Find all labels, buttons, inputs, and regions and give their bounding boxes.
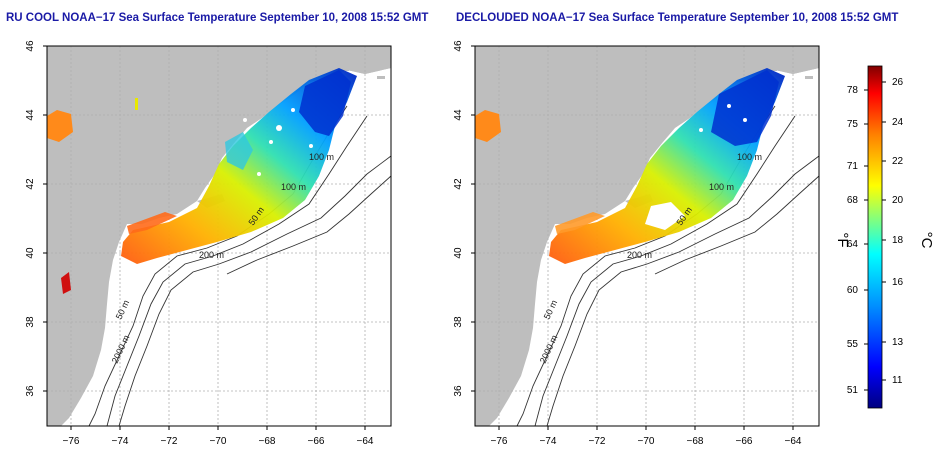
left-y-tick-label: 46 [25,40,36,52]
left-x-tick-label: −70 [210,436,227,447]
left-y-tick-label: 44 [25,109,36,121]
left-contour-label-2: 100 m [281,182,306,192]
right-x-tick-label: −74 [540,436,557,447]
left-panel-title: RU COOL NOAA−17 Sea Surface Temperature … [6,12,429,24]
colorbar: 78 75 71 68 64 60 55 51 26 24 22 20 18 16 13 11 °F °C [834,65,935,409]
colorbar-gradient [867,65,883,409]
colorbar-c-tick-label: 22 [892,156,904,167]
colorbar-c-tick-label: 16 [892,277,904,288]
colorbar-c-tick-label: 20 [892,195,904,206]
left-x-tick-label: −74 [112,436,129,447]
colorbar-f-tick-label: 64 [847,239,859,250]
right-map-panel: 100 m 100 m 50 m 200 m 50 m 2000 m [474,45,820,427]
right-contour-label-1: 100 m [737,152,762,162]
right-y-tick-label: 36 [453,385,464,397]
right-y-tick-label: 42 [453,178,464,190]
colorbar-celsius-label: °C [918,232,935,249]
colorbar-f-tick-label: 78 [847,85,859,96]
colorbar-f-tick-label: 68 [847,195,859,206]
right-panel-title: DECLOUDED NOAA−17 Sea Surface Temperatur… [456,12,899,24]
right-y-tick-label: 38 [453,316,464,328]
left-y-tick-label: 42 [25,178,36,190]
left-x-tick-label: −64 [357,436,374,447]
colorbar-f-tick-label: 75 [847,119,859,130]
right-y-tick-label: 44 [453,109,464,121]
left-contour-label-4: 200 m [199,250,224,260]
left-axes: −76 −74 −72 −70 −68 −66 −64 46 44 42 40 38 36 [25,40,374,447]
left-map-frame [46,45,392,427]
left-y-tick-label: 40 [25,247,36,259]
right-map-frame [474,45,820,427]
colorbar-c-tick-label: 24 [892,117,904,128]
right-x-tick-label: −72 [589,436,606,447]
left-x-tick-label: −72 [161,436,178,447]
right-y-tick-label: 46 [453,40,464,52]
left-map-panel: 100 m 100 m 50 m 200 m 50 m 2000 m [46,45,392,427]
left-y-tick-label: 36 [25,385,36,397]
left-x-tick-label: −76 [63,436,80,447]
colorbar-c-tick-label: 26 [892,77,904,88]
colorbar-f-tick-label: 55 [847,339,859,350]
colorbar-f-tick-label: 51 [847,385,859,396]
colorbar-f-tick-label: 71 [847,161,859,172]
colorbar-f-tick-label: 60 [847,285,859,296]
right-y-tick-label: 40 [453,247,464,259]
left-contour-label-1: 100 m [309,152,334,162]
colorbar-fahrenheit-label: °F [834,232,851,247]
right-x-tick-label: −66 [736,436,753,447]
colorbar-c-tick-label: 18 [892,235,904,246]
right-x-tick-label: −68 [687,436,704,447]
right-axes: −76 −74 −72 −70 −68 −66 −64 46 44 42 40 38 36 [453,40,802,447]
left-x-tick-label: −66 [308,436,325,447]
left-y-tick-label: 38 [25,316,36,328]
right-x-tick-label: −76 [491,436,508,447]
right-contour-label-2: 100 m [709,182,734,192]
right-contour-label-4: 200 m [627,250,652,260]
left-x-tick-label: −68 [259,436,276,447]
colorbar-c-tick-label: 11 [892,375,903,386]
right-x-tick-label: −64 [785,436,802,447]
colorbar-c-tick-label: 13 [892,337,904,348]
right-x-tick-label: −70 [638,436,655,447]
